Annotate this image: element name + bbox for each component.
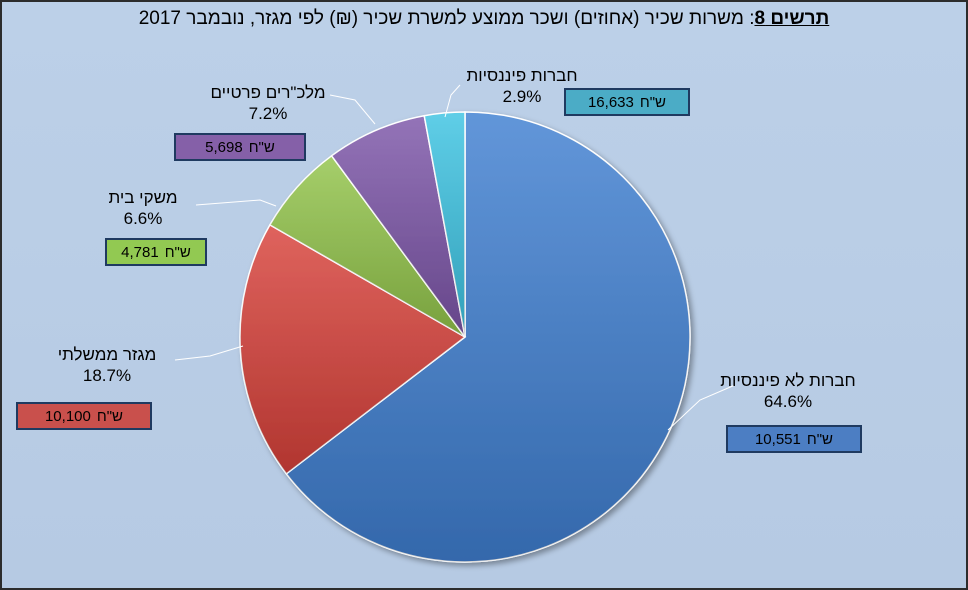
chart-title: תרשים 8: משרות שכיר (אחוזים) ושכר ממוצע … [0, 8, 968, 30]
avg-wage-value: 16,633 [587, 93, 634, 111]
leader-line [195, 199, 277, 207]
chart-title-figure-number: תרשים 8 [754, 8, 830, 29]
slice-label-name: מלכ"רים פרטיים [210, 83, 326, 102]
leader-line [174, 345, 244, 361]
avg-wage-currency: ש"ח [248, 138, 275, 156]
avg-wage-value: 10,100 [44, 407, 91, 425]
pie-slice-shading [424, 112, 465, 337]
slice-label-percent: 64.6% [763, 392, 813, 411]
avg-wage-currency: ש"ח [96, 407, 124, 425]
leader-line [329, 94, 376, 125]
avg-wage-value: 4,781 [121, 243, 159, 261]
avg-wage-box: 10,551 ש"ח [726, 425, 862, 453]
pie-slice-shading [269, 155, 465, 337]
avg-wage-box: 16,633 ש"ח [564, 88, 690, 116]
slice-label-percent: 2.9% [502, 87, 542, 106]
avg-wage-value: 5,698 [205, 138, 243, 156]
slice-label-name: מגזר ממשלתי [57, 345, 157, 364]
avg-wage-currency: ש"ח [164, 243, 191, 261]
slice-label-percent: 18.7% [82, 366, 132, 385]
leader-line [667, 384, 736, 431]
slice-label-name: חברות לא פיננסיות [720, 371, 856, 390]
slice-label-percent: 7.2% [248, 104, 288, 123]
slice-label-name: משקי בית [108, 188, 178, 207]
slice-label-name: חברות פיננסיות [466, 66, 578, 85]
chart-title-text: : משרות שכיר (אחוזים) ושכר ממוצע למשרת ש… [138, 8, 755, 29]
pie-slice-shading [239, 224, 465, 474]
avg-wage-box: 10,100 ש"ח [16, 402, 152, 430]
avg-wage-currency: ש"ח [639, 93, 667, 111]
avg-wage-box: 4,781 ש"ח [105, 238, 207, 266]
slice-label-percent: 6.6% [123, 209, 163, 228]
avg-wage-value: 10,551 [754, 430, 801, 448]
pie-slice-shading [286, 112, 691, 562]
leader-line [444, 84, 461, 118]
pie-slice-shading [331, 115, 465, 338]
avg-wage-currency: ש"ח [806, 430, 834, 448]
avg-wage-box: 5,698 ש"ח [174, 133, 306, 161]
